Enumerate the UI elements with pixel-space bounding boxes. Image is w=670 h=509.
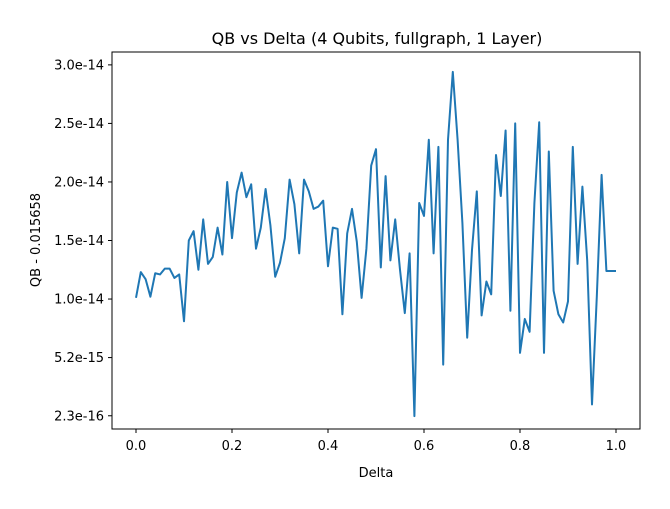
chart-title: QB vs Delta (4 Qubits, fullgraph, 1 Laye…: [212, 29, 543, 48]
y-tick-label: 2.5e-14: [54, 117, 104, 132]
plot-area: [112, 52, 640, 429]
series-line-qb: [135, 70, 616, 418]
y-tick-label: 1.0e-14: [54, 293, 104, 308]
x-tick-label: 0.8: [510, 439, 531, 454]
x-axis-ticks: 0.0 0.2 0.4 0.6 0.8 1.0: [126, 429, 627, 454]
y-tick-label: 2.0e-14: [54, 175, 104, 190]
x-tick-label: 1.0: [606, 439, 627, 454]
y-tick-label: 2.3e-16: [54, 409, 104, 424]
x-tick-label: 0.6: [414, 439, 435, 454]
plot-frame: [111, 51, 641, 430]
y-axis-ticks: 2.3e-16 5.2e-15 1.0e-14 1.5e-14 2.0e-14 2.5e-…: [54, 58, 112, 424]
x-tick-label: 0.4: [318, 439, 339, 454]
x-tick-label: 0.2: [222, 439, 243, 454]
x-tick-label: 0.0: [126, 439, 147, 454]
y-axis-label: QB - 0.015658: [29, 193, 44, 287]
x-axis-label: Delta: [359, 466, 394, 481]
y-tick-label: 5.2e-15: [54, 351, 104, 366]
y-tick-label: 1.5e-14: [54, 234, 104, 249]
y-tick-label: 3.0e-14: [54, 58, 104, 73]
